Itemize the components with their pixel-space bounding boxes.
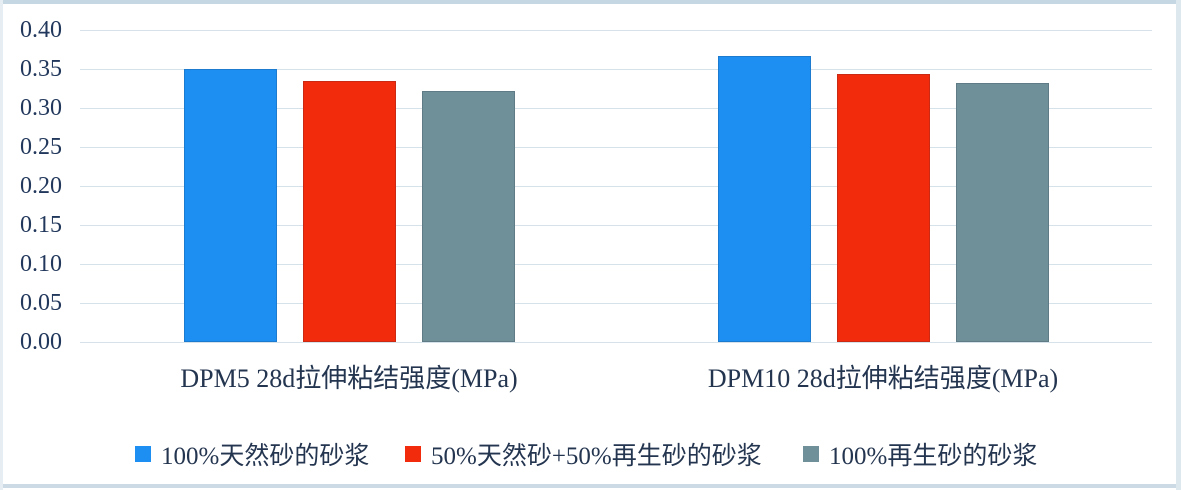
y-tick-label: 0.30 [20, 95, 62, 121]
legend-item-natural-sand: 100%天然砂的砂浆 [135, 436, 369, 472]
frame-border-bottom [0, 484, 1181, 488]
gridline [80, 69, 1152, 70]
y-tick-label: 0.40 [20, 17, 62, 43]
gridline [80, 303, 1152, 304]
legend-label: 100%再生砂的砂浆 [829, 443, 1038, 470]
y-tick-label: 0.20 [20, 173, 62, 199]
bar-group1-series1 [183, 69, 277, 342]
legend-label: 100%天然砂的砂浆 [161, 443, 370, 470]
legend-item-recycled-sand: 100%再生砂的砂浆 [803, 436, 1037, 472]
frame-border-right [1176, 0, 1181, 490]
gridline [80, 108, 1152, 109]
y-tick-label: 0.15 [20, 212, 62, 238]
y-tick-label: 0.05 [20, 290, 62, 316]
gridline [80, 30, 1152, 31]
legend-label: 50%天然砂+50%再生砂的砂浆 [431, 443, 762, 470]
legend-swatch-gray [803, 446, 819, 462]
frame-border-left [0, 0, 3, 490]
gridline [80, 147, 1152, 148]
gridline [80, 342, 1152, 343]
gridline [80, 186, 1152, 187]
bar-group1-series2 [302, 80, 396, 342]
y-tick-label: 0.10 [20, 251, 62, 277]
gridline [80, 264, 1152, 265]
gridline [80, 225, 1152, 226]
x-axis-label-dpm5: DPM5 28d拉伸粘结强度(MPa) [180, 364, 518, 393]
legend-swatch-red [405, 446, 421, 462]
bar-group1-series3 [421, 90, 515, 342]
y-tick-label: 0.25 [20, 134, 62, 160]
bar-group2-series1 [717, 55, 811, 342]
y-tick-label: 0.00 [20, 329, 62, 355]
frame-border-top [0, 0, 1181, 4]
legend-item-mixed-sand: 50%天然砂+50%再生砂的砂浆 [405, 436, 762, 472]
plot-area: 0.00 0.05 0.10 0.15 0.20 0.25 0.30 0.35 0.40 [20, 17, 1152, 355]
x-axis-label-dpm10: DPM10 28d拉伸粘结强度(MPa) [707, 364, 1059, 393]
y-tick-label: 0.35 [20, 56, 62, 82]
bar-group2-series3 [955, 83, 1049, 342]
bar-group2-series2 [836, 73, 930, 342]
legend-swatch-blue [135, 446, 151, 462]
